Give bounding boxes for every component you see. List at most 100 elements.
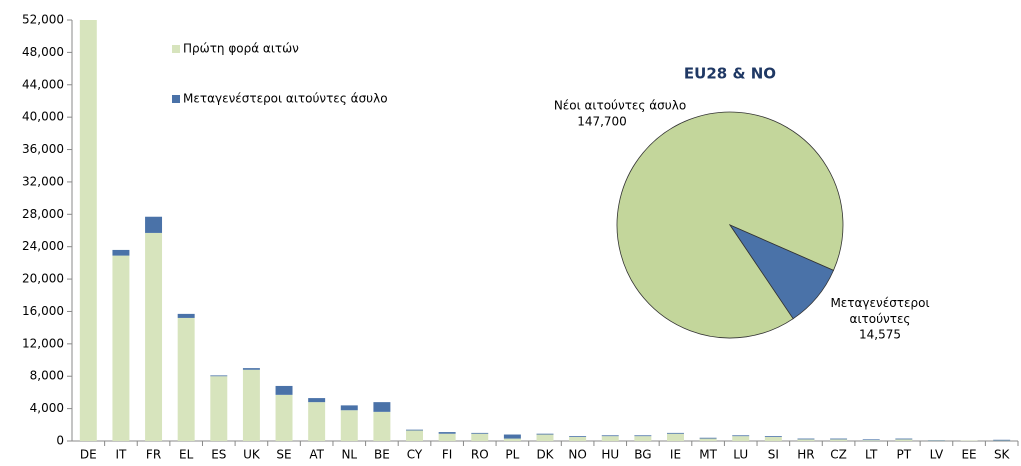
x-tick-label: SK <box>994 448 1011 462</box>
x-tick-label: AT <box>309 448 324 462</box>
x-tick-label: PL <box>505 448 519 462</box>
x-tick-label: BE <box>374 448 390 462</box>
bar-segment <box>634 436 652 441</box>
bar-segment <box>764 436 782 437</box>
bar-segment <box>242 369 260 441</box>
legend-swatch <box>172 95 180 103</box>
bar-segment <box>895 439 913 441</box>
x-tick-label: ES <box>211 448 226 462</box>
x-tick-label: NO <box>568 448 586 462</box>
bar-segment <box>438 432 456 434</box>
bar-segment <box>145 216 163 233</box>
pie-label-line: Μεταγενέστεροι <box>830 296 929 310</box>
bar-segment <box>308 398 326 403</box>
x-tick-label: SE <box>276 448 291 462</box>
bar-segment <box>667 433 684 441</box>
x-tick-label: CZ <box>830 448 847 462</box>
bar-segment <box>667 432 684 434</box>
y-tick-label: 44,000 <box>22 77 64 91</box>
x-tick-label: LU <box>733 448 748 462</box>
bar-segment <box>308 402 326 441</box>
bar-segment <box>699 437 717 439</box>
y-tick-label: 36,000 <box>22 142 64 156</box>
pie-value-label: 14,575 <box>859 328 901 342</box>
bar-segment <box>895 438 913 440</box>
bar-segment <box>177 313 195 318</box>
pie-label: Μεταγενέστεροι αιτούντες <box>830 296 929 326</box>
bar-segment <box>145 232 163 441</box>
bar-segment <box>210 376 228 441</box>
bar-segment <box>830 439 848 441</box>
pie-value-label: 147,700 <box>577 115 627 129</box>
bar-segment <box>536 433 554 435</box>
x-tick-label: NL <box>341 448 357 462</box>
x-tick-label: RO <box>471 448 489 462</box>
bar-segment <box>406 429 423 431</box>
x-tick-label: EL <box>179 448 194 462</box>
bar-segment <box>242 368 260 370</box>
bar-segment <box>993 439 1011 441</box>
bar-segment <box>79 20 97 441</box>
x-tick-label: SI <box>768 448 779 462</box>
bar-segment <box>536 434 554 441</box>
x-tick-label: DK <box>536 448 554 462</box>
bar-segment <box>503 438 521 441</box>
x-tick-label: DE <box>80 448 97 462</box>
bar-segment <box>764 436 782 441</box>
x-tick-label: BG <box>634 448 651 462</box>
y-tick-label: 4,000 <box>30 401 64 415</box>
bar-segment <box>797 438 815 440</box>
bar-segment <box>569 436 587 437</box>
bar-segment <box>373 402 391 412</box>
pie-title: EU28 & NO <box>684 65 776 83</box>
bar-segment <box>275 394 293 441</box>
legend-swatch <box>172 45 180 53</box>
pie-label-line: αιτούντες <box>850 312 911 326</box>
y-tick-label: 52,000 <box>22 13 64 27</box>
bar-segment <box>177 317 195 441</box>
pie-label: Νέοι αιτούντες άσυλο <box>554 99 686 113</box>
x-tick-label: IE <box>670 448 681 462</box>
bar-segment <box>340 410 358 441</box>
bar-segment <box>373 411 391 441</box>
bar-segment <box>862 439 880 441</box>
x-tick-label: IT <box>115 448 127 462</box>
y-tick-label: 32,000 <box>22 174 64 188</box>
x-tick-label: HU <box>601 448 619 462</box>
bar-segment <box>210 375 228 377</box>
bar-segment <box>471 433 489 441</box>
bar-segment <box>471 432 489 434</box>
bar-segment <box>732 436 750 441</box>
x-tick-label: EE <box>961 448 976 462</box>
bar-segment <box>601 436 619 441</box>
x-tick-label: HR <box>797 448 814 462</box>
y-tick-label: 48,000 <box>22 45 64 59</box>
legend-label: Πρώτη φορά αιτών <box>183 42 299 56</box>
bar-segment <box>699 438 717 441</box>
x-tick-label: FI <box>442 448 452 462</box>
y-tick-label: 40,000 <box>22 110 64 124</box>
x-tick-label: CY <box>407 448 423 462</box>
x-tick-label: LT <box>865 448 878 462</box>
y-tick-label: 20,000 <box>22 272 64 286</box>
y-tick-label: 12,000 <box>22 336 64 350</box>
y-tick-label: 0 <box>56 434 64 448</box>
bar-segment <box>862 440 880 441</box>
x-tick-label: UK <box>243 448 261 462</box>
x-tick-label: FR <box>146 448 161 462</box>
bar-segment <box>601 435 619 437</box>
x-tick-label: LV <box>930 448 944 462</box>
pie-slice <box>728 224 835 320</box>
y-tick-label: 28,000 <box>22 207 64 221</box>
bar-segment <box>112 249 130 256</box>
legend-label: Μεταγενέστεροι αιτούντες άσυλο <box>183 92 388 106</box>
x-tick-label: MT <box>699 448 717 462</box>
bar-segment <box>569 436 587 441</box>
y-tick-label: 16,000 <box>22 304 64 318</box>
bar-segment <box>438 433 456 441</box>
bar-segment <box>503 434 521 439</box>
bar-segment <box>634 435 652 437</box>
y-tick-label: 8,000 <box>30 369 64 383</box>
bar-segment <box>830 438 848 440</box>
bar-segment <box>406 430 423 441</box>
